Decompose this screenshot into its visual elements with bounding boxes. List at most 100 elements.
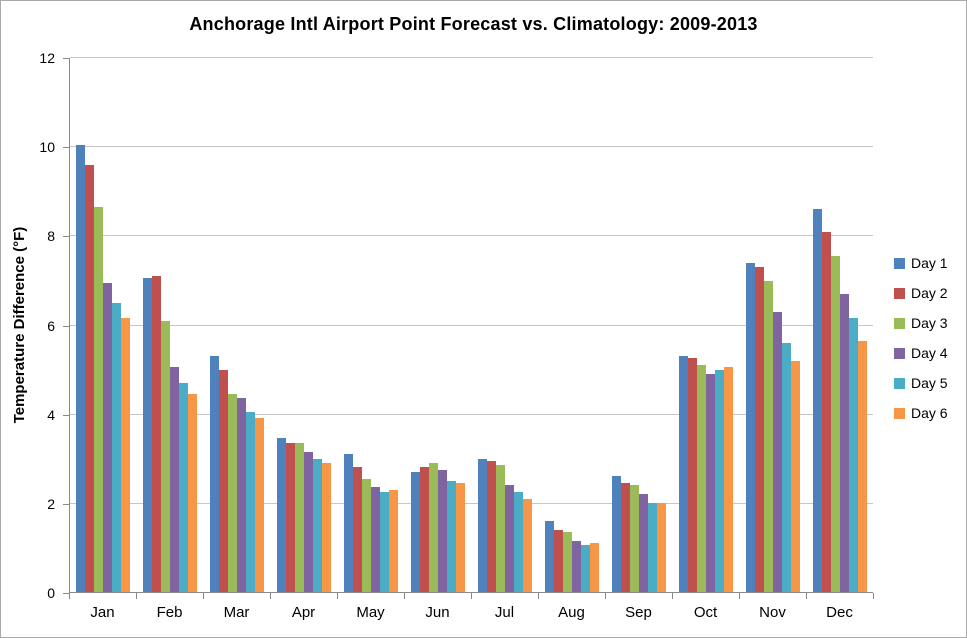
gridline-y-4 (70, 413, 873, 415)
bar-day-6-jun (456, 482, 466, 592)
legend-swatch-icon (894, 347, 905, 359)
month-group-may (338, 58, 405, 592)
bar-day-3-nov (763, 280, 773, 592)
bar-day-6-jul (522, 498, 532, 592)
y-tick-mark-4 (63, 414, 69, 416)
legend-label: Day 3 (911, 315, 948, 331)
bar-day-3-aug (562, 531, 572, 592)
bar-day-4-oct (705, 373, 715, 592)
month-group-aug (538, 58, 605, 592)
month-group-oct (672, 58, 739, 592)
bar-day-3-may (362, 478, 372, 592)
bar-day-6-feb (188, 393, 198, 592)
bar-day-2-feb (152, 276, 162, 592)
month-group-jun (405, 58, 472, 592)
bar-day-1-jan (76, 144, 86, 592)
bar-day-2-may (353, 467, 363, 592)
legend-swatch-icon (894, 317, 905, 329)
legend-swatch-icon (894, 287, 905, 299)
gridline-y-8 (70, 235, 873, 237)
y-tick-label-2: 2 (47, 495, 55, 512)
x-tick-mark-2 (203, 593, 204, 599)
bar-day-6-sep (656, 503, 666, 592)
gridline-y-12 (70, 57, 873, 58)
bar-day-1-aug (544, 520, 554, 592)
bar-day-5-sep (647, 503, 657, 592)
bar-day-2-jul (486, 460, 496, 592)
bar-day-6-aug (589, 543, 599, 592)
x-tick-label-jun: Jun (425, 604, 450, 621)
bar-day-4-nov (772, 311, 782, 592)
plot-area (69, 57, 873, 593)
legend-label: Day 6 (911, 405, 948, 421)
month-group-feb (137, 58, 204, 592)
legend-swatch-icon (894, 257, 905, 269)
bar-day-5-jul (513, 491, 523, 592)
legend-swatch-icon (894, 377, 905, 389)
bar-day-5-nov (781, 342, 791, 592)
month-group-dec (806, 58, 873, 592)
legend-label: Day 2 (911, 285, 948, 301)
bar-day-3-jul (495, 465, 505, 592)
x-tick-mark-10 (739, 593, 740, 599)
bar-day-5-oct (714, 369, 724, 592)
bar-day-1-may (344, 454, 354, 592)
gridline-y-6 (70, 324, 873, 326)
x-tick-mark-6 (471, 593, 472, 599)
legend-label: Day 1 (911, 255, 948, 271)
y-axis-tick-marks (63, 58, 69, 594)
bar-day-1-oct (678, 356, 688, 592)
x-tick-mark-0 (69, 593, 70, 599)
bar-day-6-apr (322, 462, 332, 592)
legend-item-day-6: Day 6 (894, 398, 948, 428)
y-tick-label-6: 6 (47, 317, 55, 334)
bar-day-6-may (389, 489, 399, 592)
x-tick-label-feb: Feb (156, 604, 183, 621)
bar-day-5-may (380, 491, 390, 592)
x-axis-labels: Jan Feb Mar Apr May Jun Jul Aug Sep Oct Nov Dec (69, 604, 873, 621)
bar-day-5-mar (246, 411, 256, 592)
y-tick-label-8: 8 (47, 228, 55, 245)
bar-day-4-sep (638, 494, 648, 592)
y-axis-tick-labels: 0 2 4 6 8 10 12 (1, 50, 63, 601)
bar-day-4-dec (839, 293, 849, 592)
bar-day-2-nov (754, 267, 764, 592)
x-tick-label-dec: Dec (826, 604, 853, 621)
x-tick-mark-1 (136, 593, 137, 599)
y-tick-mark-10 (63, 147, 69, 149)
y-tick-label-0: 0 (47, 585, 55, 601)
y-tick-mark-8 (63, 236, 69, 238)
legend-label: Day 4 (911, 345, 948, 361)
bar-day-4-may (371, 487, 381, 592)
bar-day-4-mar (237, 398, 247, 592)
bar-day-5-aug (580, 545, 590, 592)
month-group-sep (605, 58, 672, 592)
bar-day-4-jul (504, 485, 514, 592)
x-tick-label-mar: Mar (223, 604, 250, 621)
x-tick-mark-12 (873, 593, 874, 599)
bar-day-2-aug (553, 529, 563, 592)
bar-day-6-jan (121, 318, 131, 592)
bar-day-4-jan (103, 282, 113, 592)
y-tick-mark-12 (63, 58, 69, 59)
bar-day-4-aug (571, 540, 581, 592)
y-tick-mark-0 (63, 593, 69, 594)
x-tick-mark-4 (337, 593, 338, 599)
x-tick-mark-11 (806, 593, 807, 599)
bar-day-3-dec (830, 256, 840, 592)
bar-day-3-sep (629, 485, 639, 592)
chart-title: Anchorage Intl Airport Point Forecast vs… (189, 14, 758, 34)
legend-item-day-2: Day 2 (894, 278, 948, 308)
bar-day-2-oct (687, 358, 697, 592)
gridline-y-2 (70, 502, 873, 504)
y-tick-mark-2 (63, 503, 69, 505)
x-tick-label-nov: Nov (759, 604, 786, 621)
legend: Day 1 Day 2 Day 3 Day 4 Day 5 Day 6 (894, 248, 948, 428)
bar-day-2-apr (286, 442, 296, 592)
legend-item-day-4: Day 4 (894, 338, 948, 368)
y-tick-mark-6 (63, 325, 69, 327)
bar-day-6-dec (857, 340, 867, 592)
legend-swatch-icon (894, 407, 905, 419)
bar-day-4-feb (170, 367, 180, 592)
bar-day-1-mar (210, 356, 220, 592)
